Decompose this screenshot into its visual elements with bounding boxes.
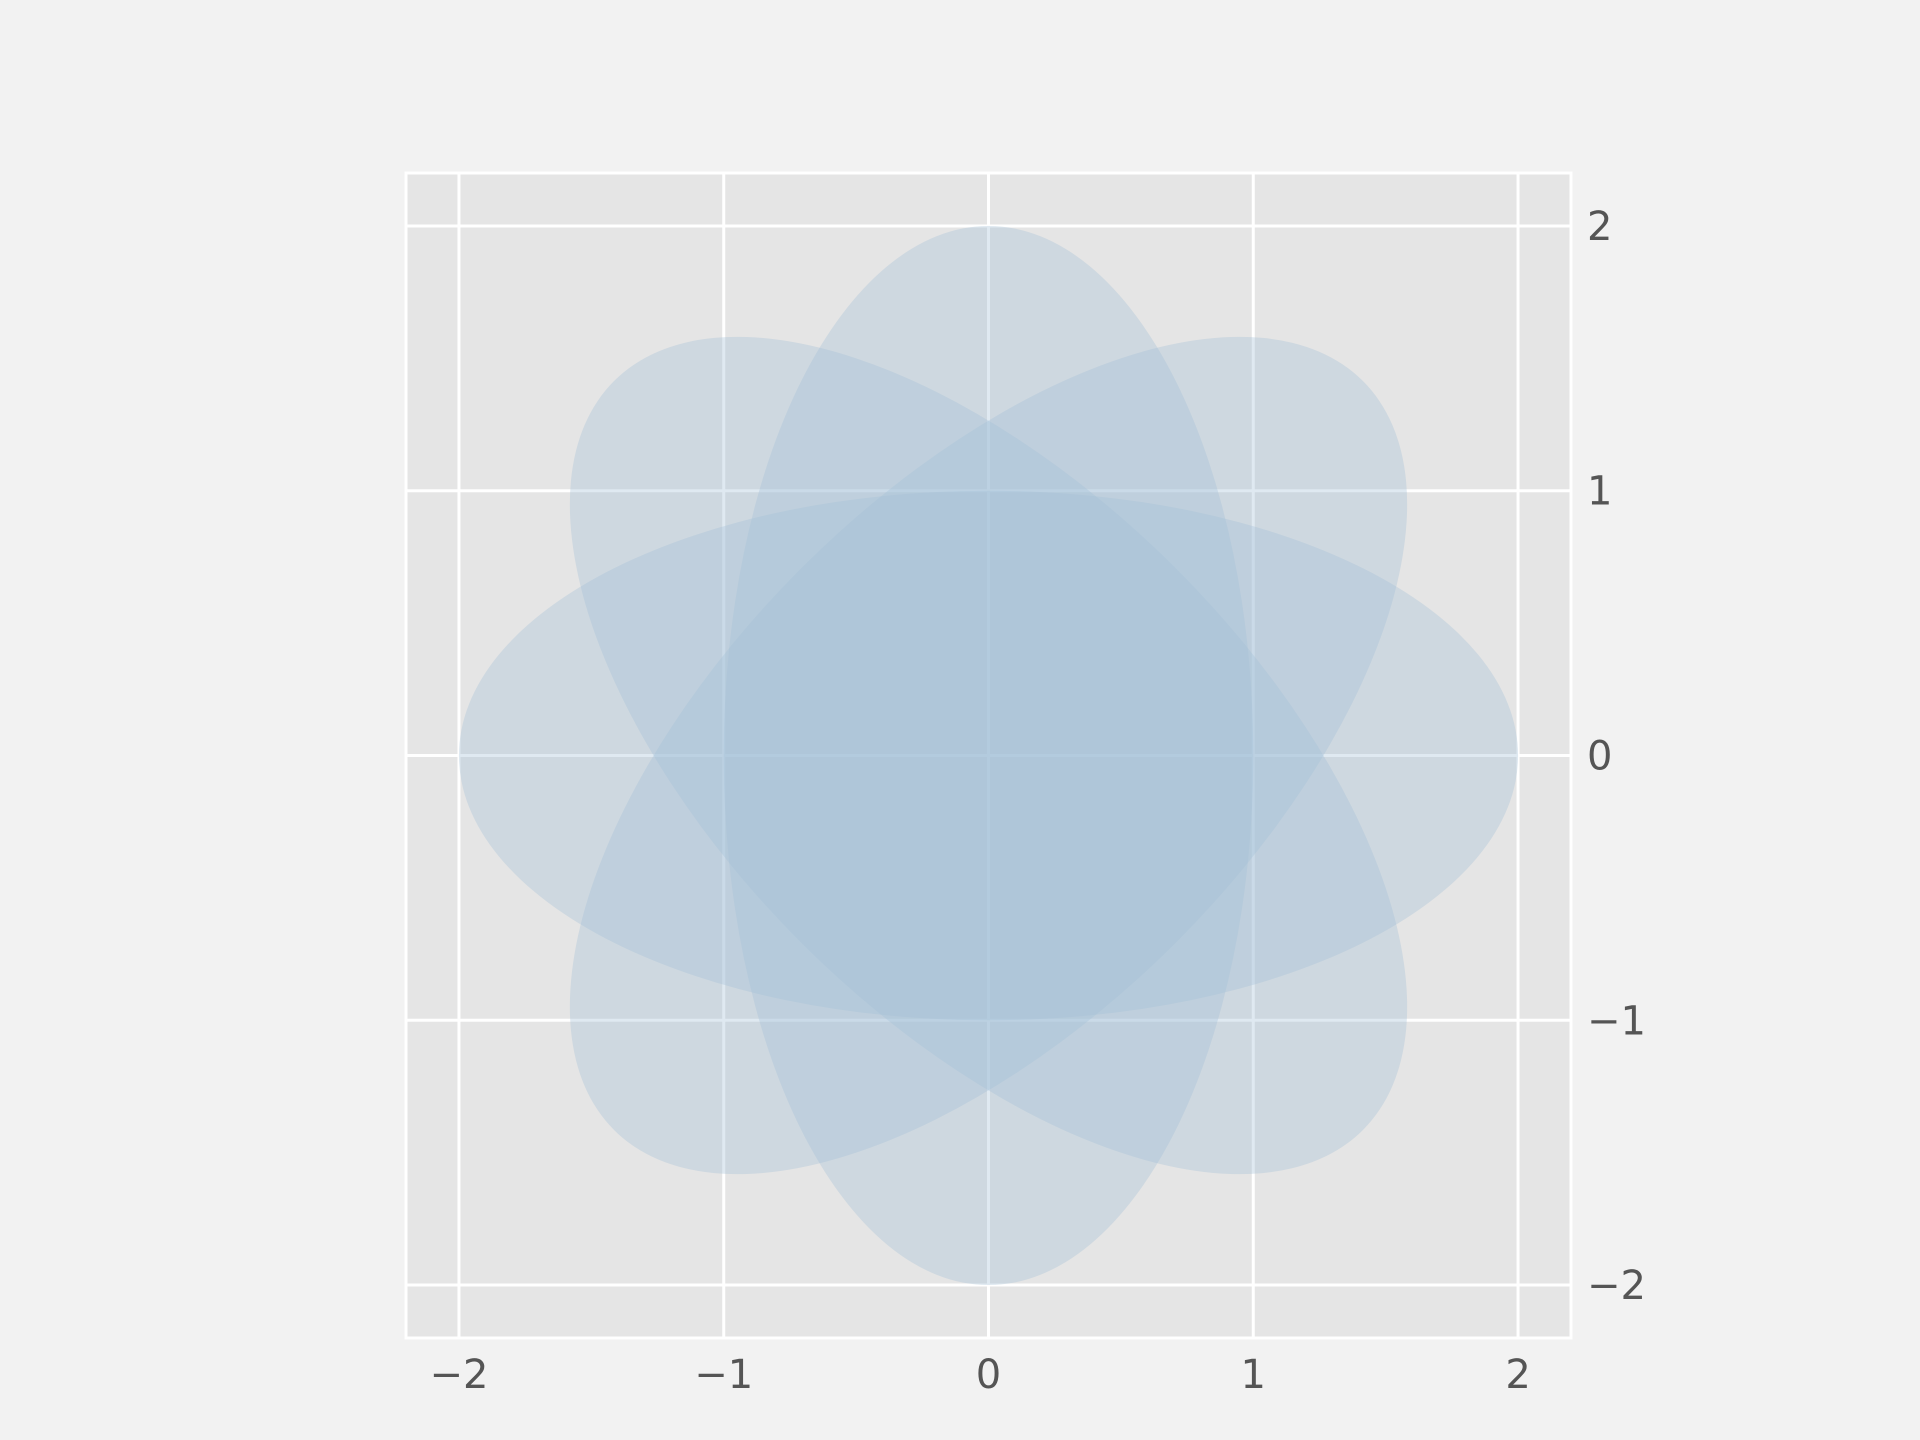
x-tick-labels: −2 −1 0 1 2 [429, 1352, 1530, 1398]
y-tick-labels: −2 −1 0 1 2 [1587, 204, 1646, 1309]
ellipse-3 [569, 336, 1408, 1175]
ellipse-layer [458, 225, 1519, 1286]
y-tick-label-2: 0 [1587, 734, 1612, 780]
y-tick-label-4: 2 [1587, 204, 1612, 250]
ellipse-1 [569, 336, 1408, 1175]
x-tick-label-2: 0 [976, 1352, 1001, 1398]
y-tick-label-1: −1 [1587, 998, 1646, 1044]
y-tick-label-0: −2 [1587, 1263, 1646, 1309]
ellipse-0 [458, 490, 1519, 1021]
y-tick-label-3: 1 [1587, 469, 1612, 515]
x-tick-label-3: 1 [1241, 1352, 1266, 1398]
x-tick-label-1: −1 [694, 1352, 753, 1398]
x-tick-label-4: 2 [1505, 1352, 1530, 1398]
ellipse-2 [723, 225, 1254, 1286]
grid-lines [406, 173, 1571, 1338]
x-tick-label-0: −2 [429, 1352, 488, 1398]
